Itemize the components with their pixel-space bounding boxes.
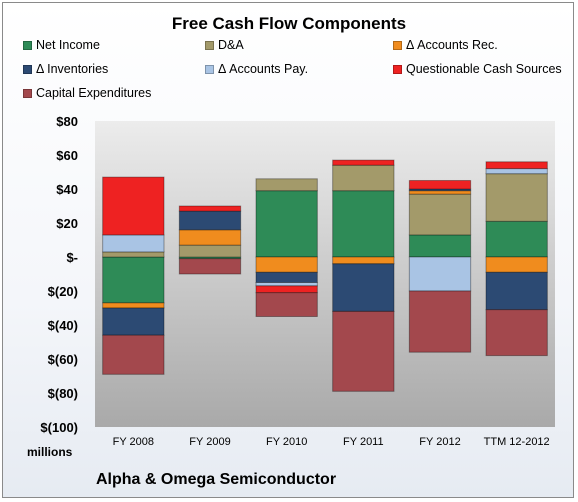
y-tick-label: $20: [56, 216, 78, 231]
bar-segment: [178, 210, 242, 231]
bar-segment: [485, 173, 548, 222]
legend-item: Δ Accounts Rec.: [393, 38, 498, 52]
legend-label: Capital Expenditures: [36, 86, 152, 100]
bar-segment: [485, 168, 548, 175]
bar-segment: [255, 271, 318, 283]
bar-segment: [332, 310, 395, 392]
bar-segment: [102, 302, 165, 309]
x-tick-label: FY 2011: [343, 436, 384, 448]
legend-label: Δ Accounts Rec.: [406, 38, 498, 52]
y-tick-label: $(60): [48, 352, 78, 367]
bar-segment: [255, 190, 318, 258]
bar-segment: [332, 256, 395, 265]
bar-segment: [485, 271, 548, 311]
bar-segment: [102, 176, 165, 236]
bar-segment: [408, 180, 472, 190]
bar-segment: [178, 229, 242, 246]
legend-swatch: [393, 40, 402, 50]
legend-label: Δ Inventories: [36, 62, 109, 76]
legend-label: Δ Accounts Pay.: [218, 62, 309, 76]
bar-segment: [255, 282, 318, 287]
units-label: millions: [27, 445, 73, 459]
bar-segment: [178, 258, 242, 275]
bar-segment: [255, 285, 318, 294]
legend-swatch: [23, 88, 32, 98]
bar-segment: [408, 193, 472, 236]
plot-background: [95, 121, 555, 427]
y-tick-label: $(100): [40, 420, 78, 435]
company-name: Alpha & Omega Semiconductor: [96, 471, 337, 488]
bar-segment: [102, 334, 165, 375]
bar-segment: [485, 161, 548, 170]
x-tick-label: FY 2012: [419, 436, 460, 448]
bar-segment: [485, 220, 548, 258]
bar-segment: [408, 234, 472, 258]
bar-segment: [332, 164, 395, 192]
x-tick-label: FY 2010: [266, 436, 307, 448]
legend-item: Δ Inventories: [23, 62, 108, 76]
bar-segment: [178, 244, 242, 258]
bar-segment: [332, 263, 395, 312]
legend-label: Questionable Cash Sources: [406, 62, 562, 76]
y-tick-label: $(20): [48, 284, 78, 299]
bar-segment: [255, 292, 318, 318]
legend-swatch: [205, 64, 214, 74]
bar-segment: [485, 309, 548, 357]
legend-swatch: [205, 40, 214, 50]
x-tick-label: FY 2008: [113, 436, 154, 448]
chart-title: Free Cash Flow Components: [171, 14, 407, 33]
legend-item: D&A: [205, 38, 244, 52]
legend-item: Capital Expenditures: [23, 86, 151, 100]
legend-swatch: [23, 64, 32, 74]
bar-segment: [102, 256, 165, 304]
legend-item: Δ Accounts Pay.: [205, 62, 308, 76]
y-tick-label: $80: [56, 114, 78, 129]
bar-segment: [102, 251, 165, 258]
y-tick-label: $40: [56, 182, 78, 197]
bar-segment: [332, 190, 395, 258]
bar-segment: [178, 205, 242, 212]
bar-segment: [102, 234, 165, 253]
y-tick-label: $(40): [48, 318, 78, 333]
y-tick-label: $-: [66, 250, 78, 265]
y-tick-label: $(80): [48, 386, 78, 401]
bar-segment: [408, 256, 472, 292]
bar-segment: [332, 159, 395, 166]
legend-item: Questionable Cash Sources: [393, 62, 562, 76]
x-tick-label: TTM 12-2012: [484, 436, 550, 448]
legend-label: D&A: [218, 38, 244, 52]
bar-segment: [485, 256, 548, 273]
bar-segment: [255, 178, 318, 192]
y-tick-label: $60: [56, 148, 78, 163]
legend-label: Net Income: [36, 38, 100, 52]
x-tick-label: FY 2009: [189, 436, 230, 448]
legend-item: Net Income: [23, 38, 100, 52]
bar-segment: [408, 190, 472, 195]
legend-swatch: [23, 40, 32, 50]
bar-segment: [102, 307, 165, 336]
bar-segment: [408, 290, 472, 353]
bar-segment: [255, 256, 318, 273]
legend-swatch: [393, 64, 402, 74]
